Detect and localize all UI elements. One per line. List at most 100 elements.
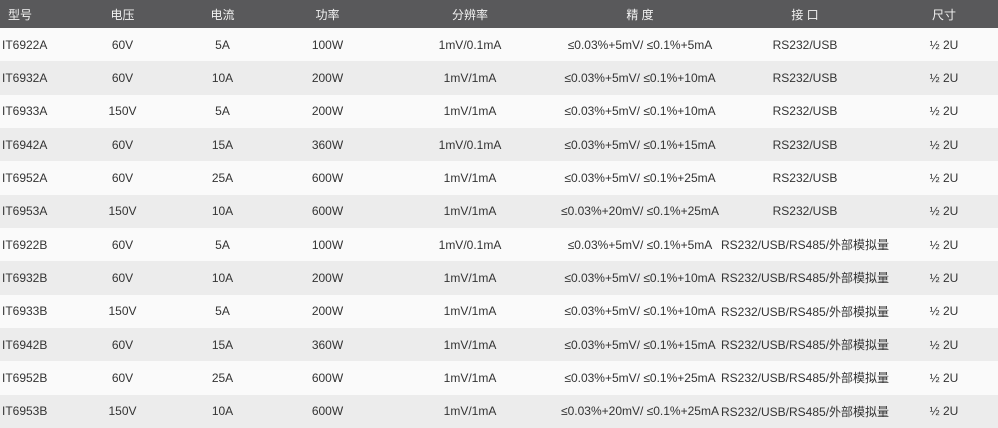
cell-power: 100W: [311, 37, 344, 52]
cell-size: ½ 2U: [929, 370, 959, 385]
cell-model: IT6932A: [2, 70, 48, 85]
cell-current: 10A: [211, 270, 234, 285]
table-row: IT6953B 150V 10A 600W 1mV/1mA ≤0.03%+20mV/ ≤0…: [0, 394, 998, 428]
table-row: IT6922A 60V 5A 100W 1mV/0.1mA ≤0.03%+5mV/ ≤0.…: [0, 28, 998, 62]
cell-interface: RS232/USB/RS485/外部模拟量: [720, 304, 890, 319]
cell-current: 10A: [211, 70, 234, 85]
table-row: IT6942A 60V 15A 360W 1mV/0.1mA ≤0.03%+5mV/ ≤0…: [0, 127, 998, 162]
cell-model: IT6953A: [2, 204, 48, 219]
cell-power: 600W: [311, 404, 344, 419]
cell-resolution: 1mV/1mA: [443, 204, 497, 219]
cell-voltage: 60V: [111, 337, 134, 352]
cell-model: IT6942B: [2, 337, 48, 352]
cell-power: 360W: [311, 137, 344, 152]
column-header-voltage: 电压: [110, 7, 135, 22]
cell-size: ½ 2U: [929, 170, 959, 185]
cell-accuracy: ≤0.03%+5mV/ ≤0.1%+25mA: [564, 370, 716, 385]
cell-power: 200W: [311, 304, 344, 319]
cell-power: 600W: [311, 370, 344, 385]
column-header-resolution: 分辨率: [451, 7, 488, 22]
cell-voltage: 150V: [108, 104, 137, 119]
cell-interface: RS232/USB/RS485/外部模拟量: [720, 404, 890, 419]
cell-resolution: 1mV/0.1mA: [438, 137, 502, 152]
cell-accuracy: ≤0.03%+5mV/ ≤0.1%+5mA: [567, 237, 713, 252]
cell-size: ½ 2U: [929, 404, 959, 419]
cell-accuracy: ≤0.03%+5mV/ ≤0.1%+10mA: [564, 104, 716, 119]
cell-resolution: 1mV/1mA: [443, 170, 497, 185]
column-header-power: 功率: [315, 7, 340, 22]
cell-size: ½ 2U: [929, 137, 959, 152]
cell-interface: RS232/USB: [772, 204, 838, 219]
cell-size: ½ 2U: [929, 237, 959, 252]
cell-voltage: 60V: [111, 270, 134, 285]
column-header-interface: 接 口: [791, 7, 819, 22]
column-header-current: 电流: [210, 7, 235, 22]
cell-power: 100W: [311, 237, 344, 252]
cell-current: 25A: [211, 370, 234, 385]
cell-model: IT6953B: [2, 404, 48, 419]
table-row: IT6942B 60V 15A 360W 1mV/1mA ≤0.03%+5mV/ ≤0.1…: [0, 327, 998, 362]
cell-accuracy: ≤0.03%+5mV/ ≤0.1%+10mA: [564, 270, 716, 285]
cell-voltage: 60V: [111, 170, 134, 185]
table-row: IT6932A 60V 10A 200W 1mV/1mA ≤0.03%+5mV/ ≤0.1…: [0, 61, 998, 95]
cell-resolution: 1mV/1mA: [443, 304, 497, 319]
cell-voltage: 60V: [111, 70, 134, 85]
cell-resolution: 1mV/0.1mA: [438, 37, 502, 52]
cell-interface: RS232/USB: [772, 70, 838, 85]
cell-accuracy: ≤0.03%+5mV/ ≤0.1%+5mA: [567, 37, 713, 52]
cell-current: 15A: [211, 137, 234, 152]
cell-accuracy: ≤0.03%+20mV/ ≤0.1%+25mA: [561, 404, 719, 419]
cell-voltage: 60V: [111, 37, 134, 52]
cell-interface: RS232/USB/RS485/外部模拟量: [720, 238, 890, 253]
cell-voltage: 60V: [111, 237, 134, 252]
cell-current: 5A: [215, 304, 230, 319]
cell-current: 10A: [211, 404, 234, 419]
cell-model: IT6952B: [2, 370, 48, 385]
cell-current: 15A: [211, 337, 234, 352]
cell-current: 5A: [215, 237, 230, 252]
column-header-model: 型号: [8, 7, 33, 22]
spec-table-header-row: 型号 电压 电流 功率 分辨率 精 度 接 口 尺寸: [0, 0, 998, 28]
table-row: IT6932B 60V 10A 200W 1mV/1mA ≤0.03%+5mV/ ≤0.1…: [0, 261, 998, 295]
cell-model: IT6932B: [2, 270, 48, 285]
cell-current: 5A: [215, 37, 230, 52]
cell-power: 200W: [311, 104, 344, 119]
cell-power: 200W: [311, 270, 344, 285]
cell-accuracy: ≤0.03%+5mV/ ≤0.1%+25mA: [564, 170, 716, 185]
cell-voltage: 150V: [108, 404, 137, 419]
cell-interface: RS232/USB/RS485/外部模拟量: [720, 371, 890, 386]
cell-accuracy: ≤0.03%+5mV/ ≤0.1%+10mA: [564, 304, 716, 319]
cell-interface: RS232/USB: [772, 170, 838, 185]
cell-accuracy: ≤0.03%+5mV/ ≤0.1%+15mA: [564, 337, 716, 352]
cell-accuracy: ≤0.03%+20mV/ ≤0.1%+25mA: [561, 204, 719, 219]
cell-resolution: 1mV/1mA: [443, 104, 497, 119]
cell-model: IT6933B: [2, 304, 48, 319]
cell-interface: RS232/USB/RS485/外部模拟量: [720, 271, 890, 286]
cell-power: 200W: [311, 70, 344, 85]
table-row: IT6933A 150V 5A 200W 1mV/1mA ≤0.03%+5mV/ ≤0.1…: [0, 94, 998, 128]
cell-current: 5A: [215, 104, 230, 119]
cell-voltage: 60V: [111, 137, 134, 152]
cell-size: ½ 2U: [929, 304, 959, 319]
table-row: IT6922B 60V 5A 100W 1mV/0.1mA ≤0.03%+5mV/ ≤0.…: [0, 227, 998, 262]
cell-interface: RS232/USB: [772, 104, 838, 119]
cell-interface: RS232/USB: [772, 37, 838, 52]
cell-accuracy: ≤0.03%+5mV/ ≤0.1%+10mA: [564, 70, 716, 85]
cell-size: ½ 2U: [929, 37, 959, 52]
table-row: IT6933B 150V 5A 200W 1mV/1mA ≤0.03%+5mV/ ≤0.1…: [0, 294, 998, 328]
cell-size: ½ 2U: [929, 337, 959, 352]
cell-resolution: 1mV/1mA: [443, 70, 497, 85]
table-row: IT6953A 150V 10A 600W 1mV/1mA ≤0.03%+20mV/ ≤0…: [0, 194, 998, 228]
table-row: IT6952A 60V 25A 600W 1mV/1mA ≤0.03%+5mV/ ≤0.1…: [0, 161, 998, 195]
cell-interface: RS232/USB: [772, 137, 838, 152]
cell-model: IT6942A: [2, 137, 48, 152]
cell-size: ½ 2U: [929, 204, 959, 219]
cell-resolution: 1mV/0.1mA: [438, 237, 502, 252]
cell-size: ½ 2U: [929, 104, 959, 119]
column-header-size: 尺寸: [931, 7, 956, 22]
cell-size: ½ 2U: [929, 270, 959, 285]
cell-voltage: 60V: [111, 370, 134, 385]
cell-resolution: 1mV/1mA: [443, 270, 497, 285]
